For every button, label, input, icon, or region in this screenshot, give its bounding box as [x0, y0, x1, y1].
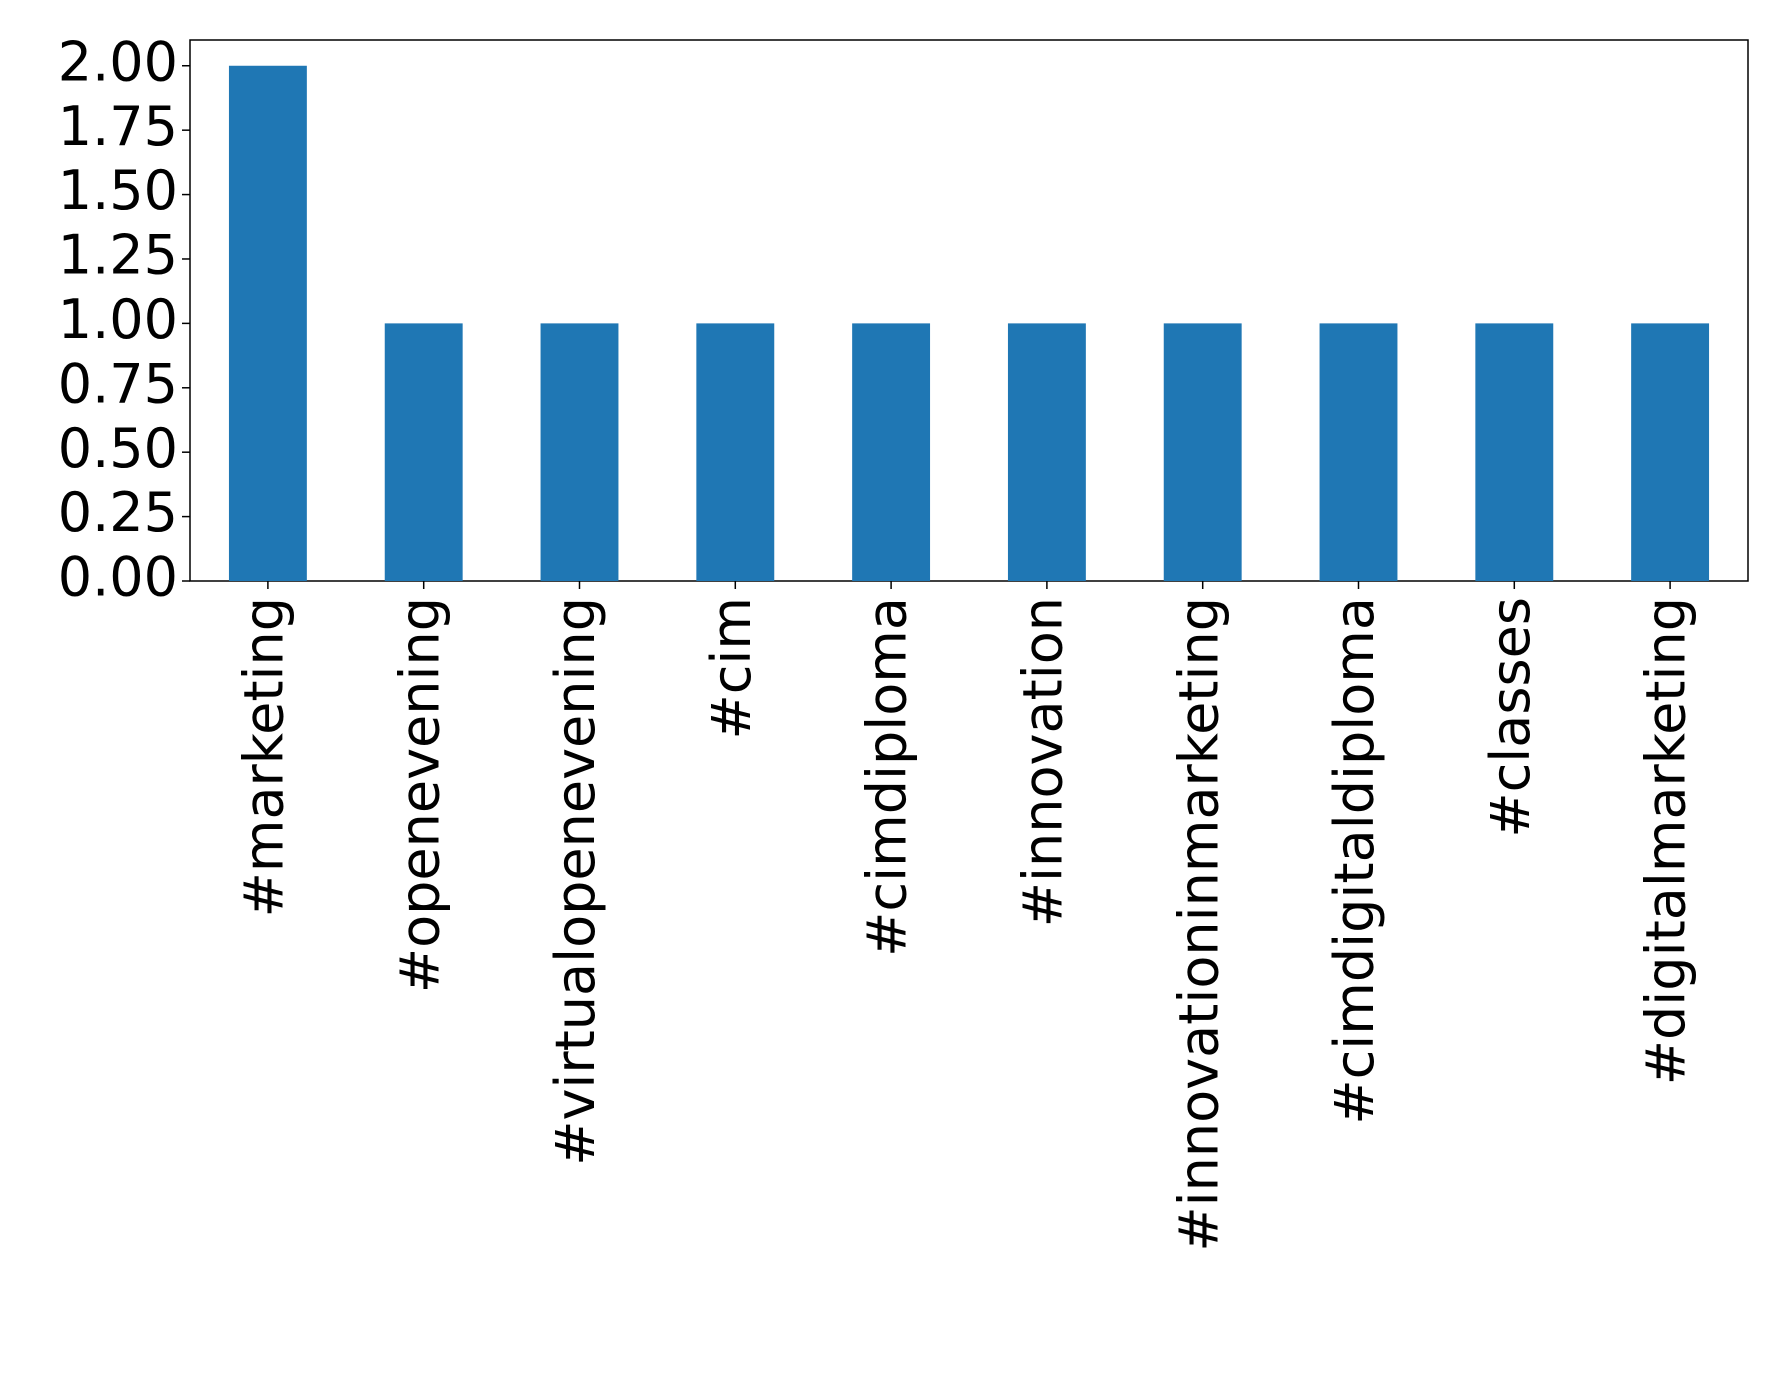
x-tick-label: #digitalmarketing: [1635, 597, 1698, 1085]
bar: [696, 323, 775, 581]
x-tick-label: #virtualopenevening: [544, 597, 607, 1166]
x-tick-label: #cim: [700, 597, 763, 740]
bar: [852, 323, 931, 581]
y-tick-label: 0.00: [58, 546, 178, 609]
bar: [384, 323, 463, 581]
y-tick-label: 0.75: [58, 352, 178, 415]
bar: [1007, 323, 1086, 581]
x-tick-label: #innovationinmarketing: [1167, 597, 1230, 1252]
x-tick-label: #classes: [1479, 597, 1542, 838]
plot-frame: [189, 39, 1749, 582]
bar: [1631, 323, 1710, 581]
x-tick-label: #cimdiploma: [856, 597, 919, 957]
y-tick-label: 1.00: [58, 288, 178, 351]
y-tick-label: 1.25: [58, 224, 178, 287]
y-tick-label: 2.00: [58, 30, 178, 93]
bar: [540, 323, 619, 581]
y-tick-label: 0.50: [58, 417, 178, 480]
x-tick-label: #openevening: [388, 597, 451, 993]
bar: [1475, 323, 1554, 581]
y-tick-label: 0.25: [58, 481, 178, 544]
y-tick-label: 1.75: [58, 95, 178, 158]
y-tick-label: 1.50: [58, 159, 178, 222]
bar: [228, 65, 307, 581]
x-tick-label: #cimdigitaldiploma: [1323, 597, 1386, 1125]
bar: [1163, 323, 1242, 581]
x-tick-label: #marketing: [233, 597, 296, 917]
bar: [1319, 323, 1398, 581]
x-tick-label: #innovation: [1012, 597, 1075, 927]
